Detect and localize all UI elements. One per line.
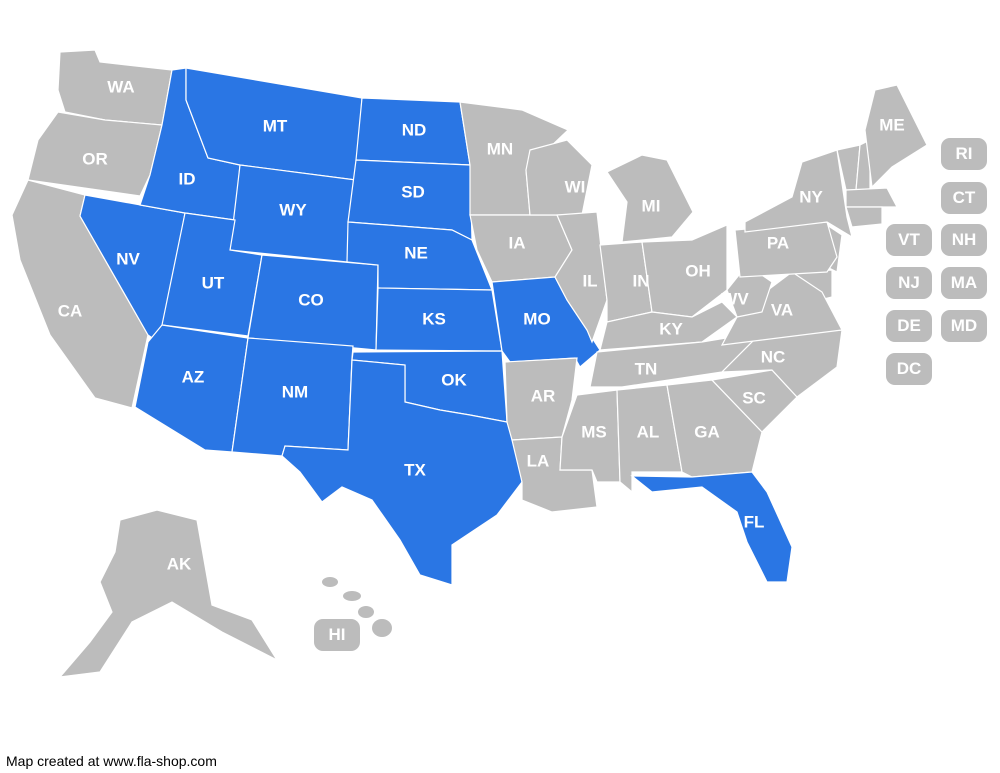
- state-ky[interactable]: [599, 301, 738, 351]
- state-button-nj[interactable]: NJ: [886, 267, 932, 299]
- state-ks[interactable]: [375, 287, 503, 352]
- state-az[interactable]: [134, 324, 249, 453]
- footer-credit: Map created at www.fla-shop.com: [6, 753, 217, 769]
- state-ak[interactable]: [58, 509, 279, 678]
- state-shape[interactable]: [845, 187, 898, 208]
- state-wy[interactable]: [229, 164, 357, 263]
- state-nm[interactable]: [231, 337, 354, 457]
- state-shape[interactable]: [845, 206, 883, 228]
- state-button-dc[interactable]: DC: [886, 353, 932, 385]
- state-il[interactable]: [554, 211, 608, 344]
- state-hi-island[interactable]: [322, 577, 338, 587]
- state-button-nh[interactable]: NH: [941, 224, 987, 256]
- state-button-vt[interactable]: VT: [886, 224, 932, 256]
- state-button-ma[interactable]: MA: [941, 267, 987, 299]
- state-button-md[interactable]: MD: [941, 310, 987, 342]
- state-or[interactable]: [27, 111, 163, 197]
- state-wa[interactable]: [57, 49, 173, 126]
- state-nd[interactable]: [355, 97, 471, 166]
- state-hi-island[interactable]: [343, 591, 361, 601]
- state-wi[interactable]: [525, 139, 593, 216]
- state-hi-island[interactable]: [358, 606, 374, 618]
- state-fl[interactable]: [630, 471, 793, 583]
- state-tx[interactable]: [281, 359, 523, 586]
- state-button-hi[interactable]: HI: [314, 619, 360, 651]
- state-button-de[interactable]: DE: [886, 310, 932, 342]
- state-me[interactable]: [864, 84, 928, 189]
- state-co[interactable]: [247, 254, 379, 351]
- state-mi[interactable]: [606, 154, 694, 243]
- state-hi-island[interactable]: [372, 619, 392, 637]
- state-ny[interactable]: [744, 149, 853, 239]
- state-button-ri[interactable]: RI: [941, 138, 987, 170]
- state-button-ct[interactable]: CT: [941, 182, 987, 214]
